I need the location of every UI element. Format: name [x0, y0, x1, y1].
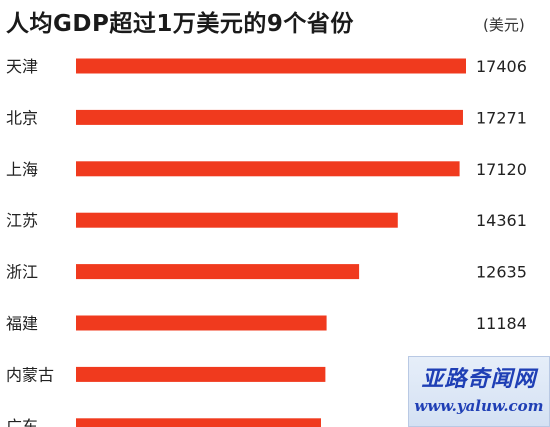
value-label: 17271	[476, 108, 527, 127]
watermark-url: www.yaluw.com	[414, 397, 544, 415]
category-label: 江苏	[6, 211, 38, 230]
bar	[76, 315, 327, 331]
category-label: 上海	[6, 160, 38, 179]
value-label: 12635	[476, 263, 527, 282]
bar	[76, 58, 466, 74]
category-label: 福建	[6, 314, 38, 333]
category-label: 北京	[6, 108, 38, 127]
bar	[76, 264, 360, 280]
bar	[76, 418, 321, 427]
bar	[76, 109, 463, 125]
value-label: 17406	[476, 57, 527, 76]
watermark-logo: 亚路奇闻网 www.yaluw.com	[408, 356, 550, 427]
value-label: 17120	[476, 160, 527, 179]
category-label: 天津	[6, 57, 38, 76]
unit-label: (美元)	[483, 16, 525, 34]
watermark-title: 亚路奇闻网	[421, 366, 537, 392]
value-label: 11184	[476, 314, 527, 333]
chart-title: 人均GDP超过1万美元的9个省份	[6, 11, 354, 37]
bar	[76, 366, 326, 382]
category-label: 浙江	[6, 263, 38, 282]
bar	[76, 161, 460, 177]
bar	[76, 212, 398, 228]
category-label: 内蒙古	[6, 365, 54, 384]
value-label: 14361	[476, 211, 527, 230]
category-label: 广东	[6, 417, 38, 427]
